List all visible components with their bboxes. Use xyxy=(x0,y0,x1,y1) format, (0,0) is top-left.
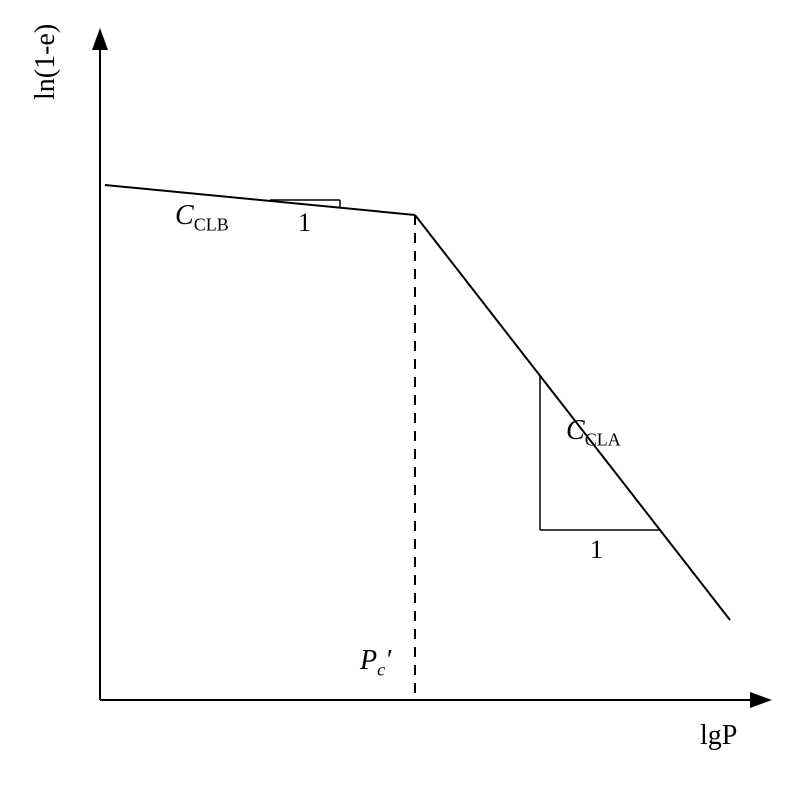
x-axis-label: lgP xyxy=(700,720,737,752)
slope-triangle-2-number: 1 xyxy=(590,535,603,565)
pc-label: Pc′ xyxy=(360,645,391,681)
x-axis-arrow xyxy=(750,692,772,708)
y-axis-arrow xyxy=(92,28,108,50)
pc-label-sub: c xyxy=(377,660,385,680)
diagram-container: ln(1-e) lgP CCLB 1 CCLA 1 Pc′ xyxy=(0,0,800,788)
slope-label-cla-sub: CLA xyxy=(585,430,621,450)
pc-label-p: P xyxy=(360,645,377,676)
slope-label-cla: CCLA xyxy=(566,415,621,451)
pc-label-prime: ′ xyxy=(385,645,391,676)
slope-triangle-1-number: 1 xyxy=(298,208,311,238)
slope-label-clb-c: C xyxy=(175,200,194,231)
slope-triangle-1-number-text: 1 xyxy=(298,208,311,237)
slope-label-clb: CCLB xyxy=(175,200,229,236)
diagram-svg xyxy=(0,0,800,788)
slope-label-clb-sub: CLB xyxy=(194,215,229,235)
slope-triangle-2-number-text: 1 xyxy=(590,535,603,564)
curve-segment-1 xyxy=(105,185,415,215)
x-axis-label-text: lgP xyxy=(700,720,737,751)
slope-label-cla-c: C xyxy=(566,415,585,446)
y-axis-label-text: ln(1-e) xyxy=(30,24,61,100)
y-axis-label: ln(1-e) xyxy=(30,24,62,100)
